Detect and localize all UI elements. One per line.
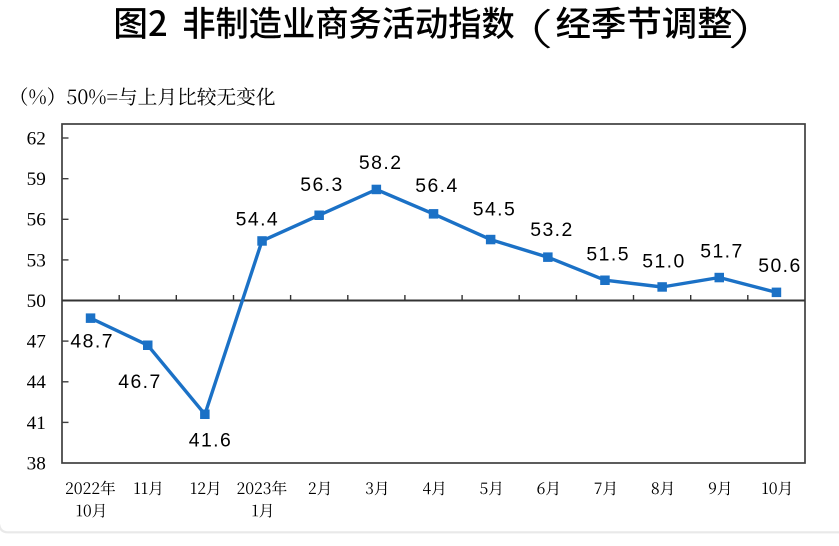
svg-text:56.3: 56.3	[300, 174, 344, 196]
svg-text:48.7: 48.7	[70, 330, 114, 352]
svg-text:59: 59	[27, 169, 46, 190]
svg-text:51.7: 51.7	[700, 240, 744, 262]
svg-text:53: 53	[27, 250, 46, 271]
svg-text:54.5: 54.5	[473, 199, 517, 221]
svg-text:41.6: 41.6	[189, 429, 233, 451]
svg-text:46.7: 46.7	[118, 371, 162, 393]
svg-text:50.6: 50.6	[758, 255, 802, 277]
svg-text:58.2: 58.2	[359, 152, 403, 174]
svg-text:56.4: 56.4	[415, 175, 459, 197]
svg-text:51.5: 51.5	[586, 244, 630, 266]
svg-text:51.0: 51.0	[642, 250, 686, 272]
svg-text:47: 47	[27, 332, 47, 353]
svg-text:50: 50	[27, 291, 46, 312]
svg-text:38: 38	[27, 453, 46, 474]
svg-text:41: 41	[27, 413, 46, 434]
svg-text:54.4: 54.4	[236, 208, 280, 230]
svg-text:56: 56	[27, 210, 47, 231]
svg-text:44: 44	[27, 372, 47, 393]
svg-text:62: 62	[27, 128, 46, 149]
svg-text:53.2: 53.2	[530, 219, 574, 241]
